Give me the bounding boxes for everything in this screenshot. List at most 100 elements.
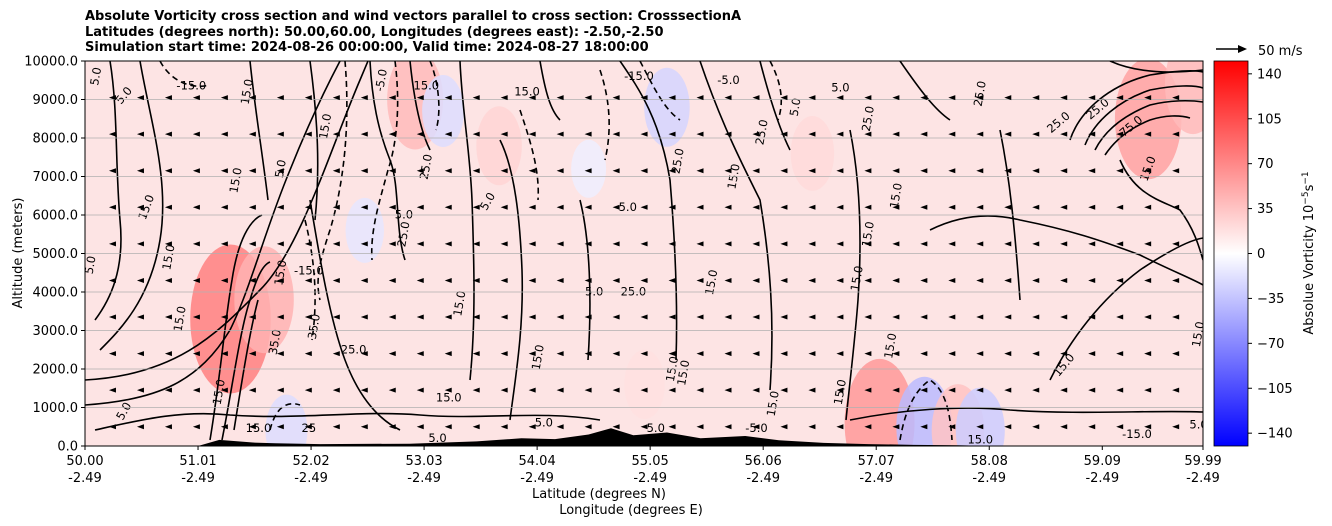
- wind-vector: [808, 131, 816, 137]
- wind-vector: [472, 387, 480, 393]
- contour-line: [209, 214, 263, 441]
- wind-vector: [948, 131, 956, 137]
- wind-vector: [472, 95, 480, 101]
- wind-vector: [472, 314, 480, 320]
- wind-vector: [556, 424, 564, 430]
- contour-label: 5.0: [585, 285, 603, 299]
- wind-vector: [696, 95, 704, 101]
- wind-vector: [864, 351, 872, 357]
- contour-lines: [85, 61, 1203, 441]
- wind-vector: [472, 131, 480, 137]
- colorbar-tick-label: 70: [1257, 157, 1274, 172]
- contour-label: 15.0: [1189, 320, 1207, 348]
- wind-vector: [332, 387, 340, 393]
- wind-vector: [668, 277, 676, 283]
- wind-vector: [1172, 277, 1180, 283]
- colorbar-gradient: [1213, 60, 1249, 447]
- wind-vector: [1116, 387, 1124, 393]
- wind-vector: [416, 424, 424, 430]
- wind-vector: [360, 424, 368, 430]
- contour-line: [85, 61, 369, 381]
- wind-vector: [836, 424, 844, 430]
- wind-vector: [668, 351, 676, 357]
- y-tick-label: 4000.0: [33, 286, 79, 301]
- title-line-3: Simulation start time: 2024-08-26 00:00:…: [85, 40, 649, 55]
- wind-vector: [864, 131, 872, 137]
- wind-vector: [808, 351, 816, 357]
- chart-title: Absolute Vorticity cross section and win…: [85, 9, 741, 56]
- wind-vector: [584, 277, 592, 283]
- x-tick-label-lat: 55.05: [632, 454, 669, 469]
- wind-vector: [1088, 168, 1096, 174]
- x-axis-label-longitude: Longitude (degrees E): [559, 503, 703, 518]
- wind-vector: [1088, 424, 1096, 430]
- wind-vector: [360, 95, 368, 101]
- x-axis: 50.00 -2.49 51.01 -2.49 52.02 -2.49 53.03 -2.49…: [66, 446, 1222, 486]
- wind-vector: [416, 277, 424, 283]
- wind-vectors: [108, 95, 1180, 430]
- wind-vector: [864, 314, 872, 320]
- wind-vector: [584, 387, 592, 393]
- wind-vector: [1144, 131, 1152, 137]
- wind-vector: [836, 95, 844, 101]
- wind-vector: [528, 204, 536, 210]
- wind-vector: [976, 277, 984, 283]
- y-tick-label: 2000.0: [33, 363, 79, 378]
- contour-label: 15.0: [887, 182, 905, 210]
- contour-label: 5.0: [87, 66, 104, 86]
- wind-vector: [192, 168, 200, 174]
- wind-vector: [444, 95, 452, 101]
- wind-vector: [1172, 351, 1180, 357]
- contour-line: [309, 61, 319, 221]
- wind-vector: [304, 95, 312, 101]
- wind-vector: [1032, 424, 1040, 430]
- wind-vector: [696, 424, 704, 430]
- contour-line: [409, 61, 431, 151]
- contour-label: 25.0: [341, 342, 367, 356]
- wind-vector: [192, 131, 200, 137]
- negative-contour-line: [370, 61, 399, 261]
- wind-vector: [976, 95, 984, 101]
- x-tick-label-lon: -2.49: [181, 471, 215, 486]
- wind-vector: [556, 95, 564, 101]
- vorticity-anomaly: [345, 197, 385, 263]
- colorbar-tick-label: −70: [1257, 337, 1284, 352]
- wind-vector: [1060, 204, 1068, 210]
- wind-vector: [136, 95, 144, 101]
- wind-vector: [584, 241, 592, 247]
- contour-label: 15.0: [848, 265, 866, 293]
- wind-vector: [976, 387, 984, 393]
- wind-vector: [612, 314, 620, 320]
- contour-label: 15.0: [246, 421, 272, 435]
- wind-vector: [472, 204, 480, 210]
- x-tick-label-lon: -2.49: [972, 471, 1006, 486]
- contour-label: 5.0: [535, 415, 553, 429]
- wind-vector: [696, 131, 704, 137]
- wind-vector: [444, 424, 452, 430]
- x-tick-label-lon: -2.49: [746, 471, 780, 486]
- wind-vector: [640, 131, 648, 137]
- contour-line: [1069, 69, 1203, 141]
- y-tick-label: 9000.0: [33, 93, 79, 108]
- wind-vector: [108, 95, 116, 101]
- wind-vector: [1060, 387, 1068, 393]
- wind-vector: [416, 387, 424, 393]
- wind-vector: [528, 168, 536, 174]
- wind-vector: [1032, 241, 1040, 247]
- contour-label: 15.0: [450, 290, 468, 318]
- vorticity-field: [190, 61, 1203, 446]
- y-tick-label: 7000.0: [33, 170, 79, 185]
- wind-vector: [864, 387, 872, 393]
- wind-vector: [360, 241, 368, 247]
- wind-vector: [612, 95, 620, 101]
- wind-vector: [724, 241, 732, 247]
- wind-vector: [668, 95, 676, 101]
- wind-vector: [388, 424, 396, 430]
- contour-label: 15.0: [171, 305, 189, 333]
- wind-vector: [976, 424, 984, 430]
- wind-vector: [1088, 95, 1096, 101]
- x-tick-label-lat: 59.99: [1184, 454, 1221, 469]
- wind-vector: [388, 241, 396, 247]
- wind-vector: [780, 241, 788, 247]
- wind-vector: [1032, 131, 1040, 137]
